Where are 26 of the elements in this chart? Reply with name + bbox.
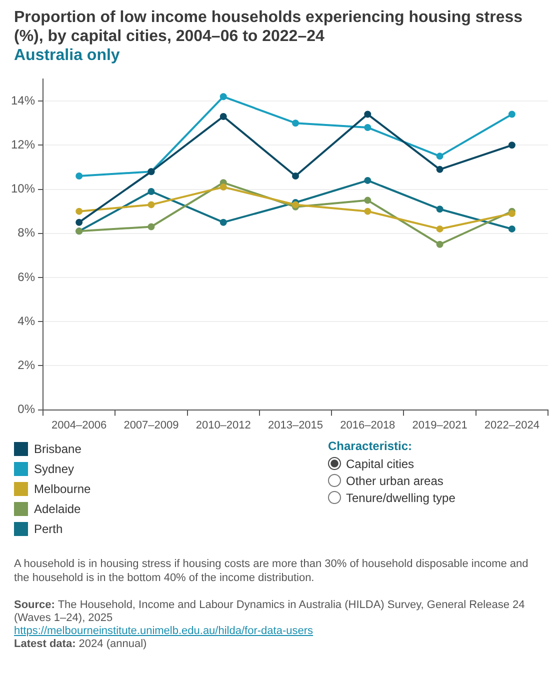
x-tick-label: 2013–2015 xyxy=(268,419,324,432)
text: https://melbourneinstitute.unimelb.edu.au/hilda/for-data-users xyxy=(14,625,314,637)
text: Latest data: 2024 (annual) xyxy=(14,638,148,651)
x-tick-label: 2004–2006 xyxy=(52,419,107,432)
x-tick-label: 2007–2009 xyxy=(124,419,179,432)
legend-label: Melbourne xyxy=(33,481,92,498)
y-tick-label: 8% xyxy=(18,226,36,240)
x-tick-label: 2010–2012 xyxy=(196,419,251,432)
y-tick-label: 4% xyxy=(18,314,36,328)
chart-title: Proportion of low income households experiencing housing stress (%), by capital cities, 2004–06 to 2022–24 xyxy=(13,8,524,46)
legend-label: Sydney xyxy=(33,461,76,478)
legend-label: Brisbane xyxy=(33,441,82,458)
y-tick-label: 10% xyxy=(10,182,36,196)
legend-label: Perth xyxy=(33,521,64,538)
x-tick-label: 2016–2018 xyxy=(340,419,396,432)
x-tick-label: 2022–2024 xyxy=(484,419,540,432)
x-tick-label: 2019–2021 xyxy=(412,419,468,432)
text: A household is in housing stress if housing costs are more than 30% of household disposable income and the household is in the bottom 40% of the income distribution. xyxy=(13,557,530,585)
source-note: Source: The Household, Income and Labour Dynamics in Australia (HILDA) Survey, General Release 24 (Waves 1–24), 2025 xyxy=(14,599,526,625)
y-tick-label: 14% xyxy=(10,93,36,108)
chart-subtitle: Australia only xyxy=(13,46,121,65)
y-tick-label: 12% xyxy=(10,137,36,152)
y-tick-label: 2% xyxy=(18,358,36,372)
legend-label: Adelaide xyxy=(33,501,82,518)
y-tick-label: 0% xyxy=(18,402,36,416)
y-tick-label: 6% xyxy=(18,270,36,284)
